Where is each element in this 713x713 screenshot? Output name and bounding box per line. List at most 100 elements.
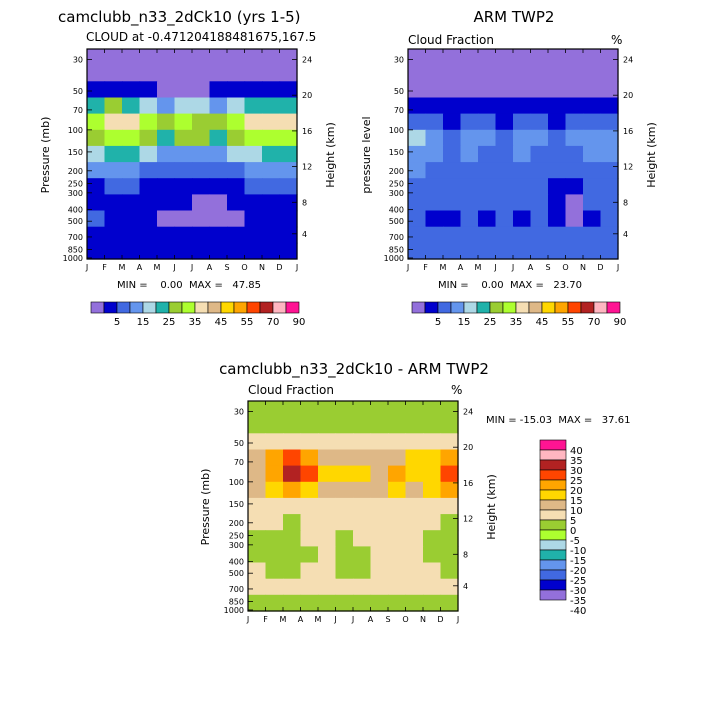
contour-cell xyxy=(513,194,532,212)
contour-cell xyxy=(262,226,281,244)
panel-title: ARM TWP2 xyxy=(474,8,555,26)
contour-cell xyxy=(335,546,354,564)
legend-label: 90 xyxy=(293,317,306,328)
contour-cell xyxy=(548,113,567,131)
legend-swatch xyxy=(259,301,274,314)
contour-cell xyxy=(353,530,372,547)
contour-cell xyxy=(583,97,602,115)
contour-cell xyxy=(460,129,479,147)
contour-cell xyxy=(443,81,462,99)
contour-cell xyxy=(388,465,407,483)
y-right-tick-label: 20 xyxy=(463,443,473,452)
contour-cell xyxy=(174,242,193,260)
contour-cell xyxy=(87,113,106,131)
contour-cell xyxy=(443,210,462,228)
contour-cell xyxy=(283,417,302,434)
contour-cell xyxy=(583,210,602,228)
contour-cell xyxy=(600,97,619,115)
y-tick-label: 100 xyxy=(389,126,404,135)
y-tick-label: 850 xyxy=(389,246,404,255)
contour-cell xyxy=(244,210,263,228)
contour-cell xyxy=(425,129,444,147)
contour-cell xyxy=(157,242,176,260)
legend-label: 15 xyxy=(458,317,471,328)
contour-cell xyxy=(548,49,567,66)
contour-cell xyxy=(227,49,246,66)
contour-cell xyxy=(139,162,158,179)
contour-cell xyxy=(279,226,298,244)
legend-swatch xyxy=(539,479,567,491)
contour-cell xyxy=(423,481,442,499)
contour-cell xyxy=(174,129,193,147)
legend-label: 45 xyxy=(215,317,228,328)
contour-cell xyxy=(300,562,319,580)
contour-cell xyxy=(265,497,284,515)
contour-cell xyxy=(283,401,302,418)
contour-cell xyxy=(423,417,442,434)
contour-cell xyxy=(530,210,549,228)
contour-cell xyxy=(300,417,319,434)
contour-cell xyxy=(209,178,228,195)
contour-cell xyxy=(283,514,302,531)
contour-cell xyxy=(262,242,281,260)
contour-cell xyxy=(318,530,337,547)
contour-cell xyxy=(300,481,319,499)
contour-cell xyxy=(139,226,158,244)
x-tick-label: M xyxy=(119,263,126,272)
contour-cell xyxy=(548,210,567,228)
contour-cell xyxy=(405,514,424,531)
contour-cell xyxy=(209,49,228,66)
contour-cell xyxy=(513,242,532,260)
contour-cell xyxy=(122,178,141,195)
contour-cell xyxy=(283,530,302,547)
contour-cell xyxy=(262,162,281,179)
legend-swatch xyxy=(489,301,504,314)
contour-cell xyxy=(335,449,354,467)
legend-swatch xyxy=(220,301,235,314)
contour-cell xyxy=(513,226,532,244)
contour-cell xyxy=(300,578,319,596)
contour-cell xyxy=(265,417,284,434)
contour-cell xyxy=(209,97,228,115)
contour-cell xyxy=(405,401,424,418)
contour-cell xyxy=(530,226,549,244)
contour-cell xyxy=(279,194,298,212)
contour-cell xyxy=(300,465,319,483)
contour-cell xyxy=(318,401,337,418)
contour-cell xyxy=(370,530,389,547)
contour-cell xyxy=(443,194,462,212)
y-right-tick-label: 24 xyxy=(623,56,633,65)
contour-cell xyxy=(174,178,193,195)
contour-cell xyxy=(425,162,444,179)
contour-cell xyxy=(460,194,479,212)
y-right-tick-label: 16 xyxy=(302,127,312,136)
legend-swatch xyxy=(539,439,567,451)
contour-cell xyxy=(425,242,444,260)
contour-cell xyxy=(408,81,427,99)
y-tick-label: 50 xyxy=(234,439,244,448)
contour-cell xyxy=(460,145,479,163)
contour-cell xyxy=(318,433,337,451)
x-tick-label: N xyxy=(420,615,426,624)
contour-cell xyxy=(513,162,532,179)
contour-cell xyxy=(87,178,106,195)
contour-cell xyxy=(478,210,497,228)
legend-swatch xyxy=(580,301,595,314)
contour-cell xyxy=(495,49,514,66)
contour-cell xyxy=(495,210,514,228)
contour-cell xyxy=(248,497,267,515)
contour-cell xyxy=(283,449,302,467)
contour-cell xyxy=(87,81,106,99)
contour-cell xyxy=(600,113,619,131)
x-tick-label: D xyxy=(597,263,603,272)
contour-cell xyxy=(565,226,584,244)
contour-cell xyxy=(423,449,442,467)
y-tick-label: 850 xyxy=(68,246,83,255)
legend-label: -35 xyxy=(570,596,586,607)
contour-cell xyxy=(87,210,106,228)
legend-swatch xyxy=(168,301,183,314)
contour-cell xyxy=(248,530,267,547)
contour-cell xyxy=(530,194,549,212)
contour-cell xyxy=(353,481,372,499)
